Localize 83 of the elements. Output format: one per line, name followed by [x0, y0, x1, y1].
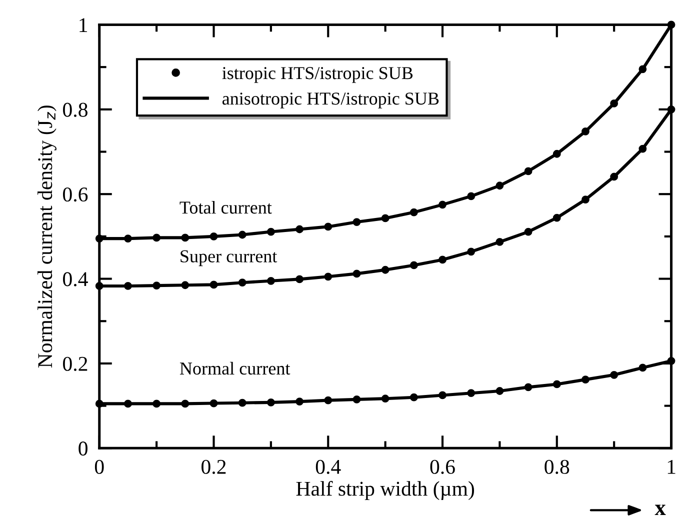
point — [438, 200, 446, 209]
y-tick-label: 1 — [80, 18, 88, 32]
x-axis-title: Half strip width (µm) — [296, 480, 474, 500]
point — [352, 218, 361, 226]
point — [610, 370, 618, 379]
point — [552, 380, 561, 388]
point — [667, 20, 676, 29]
point — [324, 272, 332, 281]
point — [467, 248, 476, 256]
point — [181, 234, 190, 242]
point — [324, 396, 332, 404]
point — [610, 172, 618, 181]
point — [524, 383, 532, 392]
point — [152, 282, 161, 290]
point — [238, 230, 246, 239]
y-axis-title: Normalized current density (J$_{z}$) — [37, 106, 56, 368]
point — [266, 228, 275, 236]
x-tick-label: 1 — [668, 460, 676, 474]
point — [352, 396, 361, 404]
point — [381, 266, 390, 274]
point — [352, 270, 361, 278]
point — [95, 234, 104, 243]
point — [296, 275, 304, 284]
point — [238, 398, 246, 407]
point — [582, 196, 590, 204]
text: x — [654, 504, 666, 515]
point — [438, 391, 446, 400]
point — [467, 389, 476, 398]
point — [124, 234, 132, 243]
point — [552, 150, 561, 158]
point — [181, 400, 190, 408]
point — [582, 127, 590, 136]
point — [266, 276, 275, 285]
point — [210, 280, 218, 289]
point — [552, 214, 561, 222]
point — [381, 214, 390, 222]
point — [667, 356, 676, 365]
point — [152, 234, 161, 242]
y-tick-label: 0 — [78, 442, 88, 456]
y-tick-label: 0.2 — [63, 356, 88, 371]
point — [638, 364, 647, 372]
point — [496, 182, 504, 190]
point — [181, 281, 190, 290]
point — [410, 261, 418, 270]
legend-label: istropic HTS/istropic SUB — [222, 67, 413, 83]
point — [524, 167, 532, 176]
point — [610, 100, 618, 108]
point — [524, 228, 532, 236]
x-tick-label: 0.6 — [430, 460, 455, 474]
point — [638, 65, 647, 74]
point — [638, 144, 647, 153]
point — [95, 282, 104, 290]
x-tick-label: 0.4 — [316, 460, 341, 474]
point — [381, 394, 390, 403]
point — [296, 225, 304, 234]
point — [582, 376, 590, 384]
x-tick-label: 0 — [94, 460, 104, 474]
annotation: Super current — [180, 250, 278, 266]
annotation: Total current — [180, 201, 272, 214]
y-tick-label: 0.6 — [63, 187, 88, 202]
y-tick-label: 0.8 — [63, 102, 88, 117]
point — [296, 398, 304, 406]
point — [124, 282, 132, 290]
point — [667, 105, 676, 114]
point — [95, 400, 104, 408]
point — [210, 399, 218, 408]
y-tick-label: 0.4 — [63, 272, 88, 286]
point — [410, 208, 418, 216]
point — [124, 400, 132, 408]
point — [410, 393, 418, 402]
point — [238, 278, 246, 287]
point — [467, 192, 476, 200]
annotation: Normal current — [180, 362, 290, 375]
point — [152, 400, 161, 408]
point — [266, 398, 275, 406]
point — [210, 232, 218, 240]
point — [438, 256, 446, 264]
legend-label: anisotropic HTS/istropic SUB — [222, 92, 439, 108]
x-tick-label: 0.8 — [544, 460, 570, 474]
x-tick-label: 0.2 — [202, 460, 226, 474]
point — [496, 238, 504, 246]
point — [324, 222, 332, 231]
point — [496, 387, 504, 395]
